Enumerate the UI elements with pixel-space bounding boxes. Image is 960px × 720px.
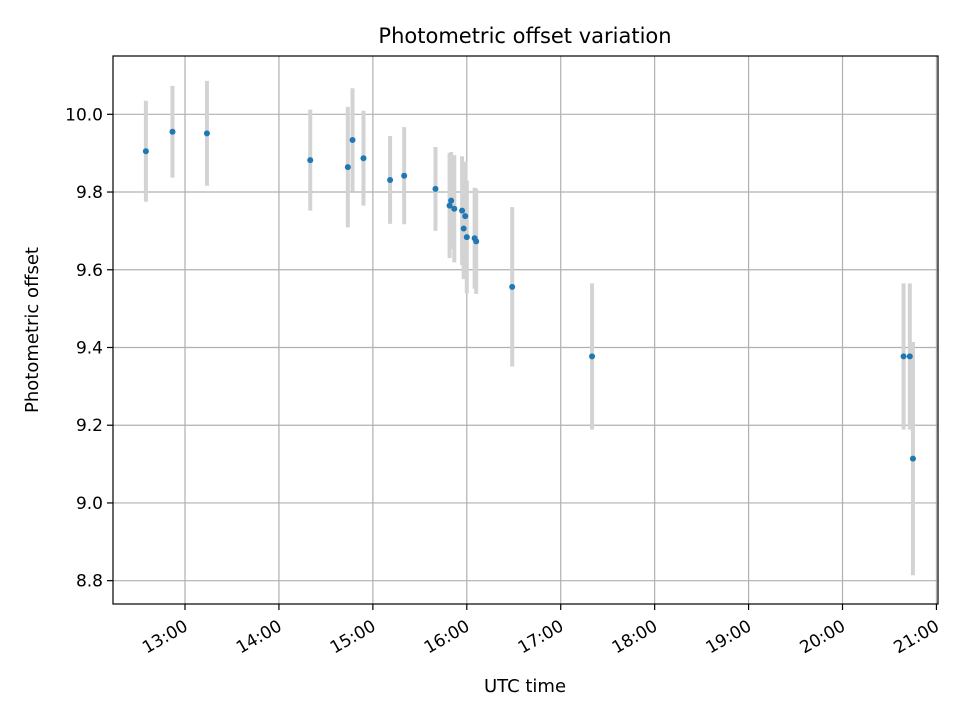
data-point	[349, 136, 356, 143]
data-point	[462, 213, 469, 220]
plot-frame	[112, 55, 939, 605]
data-point	[344, 164, 351, 171]
data-point	[387, 176, 394, 183]
data-point	[142, 148, 149, 155]
data-point	[448, 197, 455, 204]
y-axis-label: Photometric offset	[22, 247, 43, 413]
data-point	[460, 225, 467, 232]
data-point	[401, 172, 408, 179]
y-tick-label: 8.8	[76, 572, 103, 592]
data-point	[906, 353, 913, 360]
data-point	[463, 234, 470, 241]
x-axis-label: UTC time	[484, 676, 566, 697]
grid	[113, 56, 938, 604]
data-point	[432, 185, 439, 192]
data-point	[473, 238, 480, 245]
y-tick-label: 9.0	[76, 494, 103, 514]
data-point	[203, 130, 210, 137]
data-point	[459, 207, 466, 214]
data-point	[307, 157, 314, 164]
data-point	[169, 128, 176, 135]
y-tick-label: 10.0	[65, 105, 103, 125]
y-tick-label: 9.4	[76, 338, 103, 358]
data-points	[142, 128, 916, 462]
y-axis: 8.8 9.0 9.2 9.4 9.6 9.8 10.0	[65, 105, 113, 592]
data-point	[451, 205, 458, 212]
data-point	[909, 455, 916, 462]
y-tick-label: 9.8	[76, 183, 103, 203]
data-point	[900, 353, 907, 360]
data-point	[589, 353, 596, 360]
y-tick-label: 9.2	[76, 416, 103, 436]
data-point	[509, 283, 516, 290]
chart-title: Photometric offset variation	[378, 24, 671, 48]
y-tick-label: 9.6	[76, 261, 103, 281]
data-point	[360, 155, 367, 162]
data-point	[446, 202, 453, 209]
